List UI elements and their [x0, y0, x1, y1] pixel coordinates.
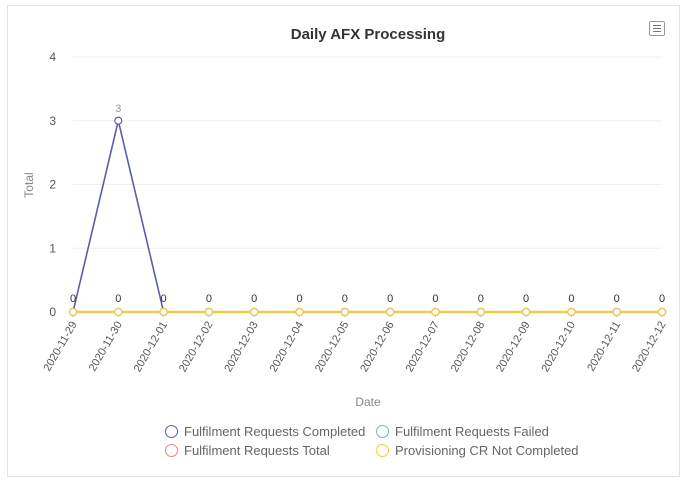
- legend-item[interactable]: Fulfilment Requests Total: [165, 443, 330, 458]
- data-label: 0: [251, 293, 257, 305]
- x-tick-label: 2020-12-04: [268, 320, 307, 375]
- series-lines: [68, 116, 667, 317]
- data-point: [386, 307, 395, 317]
- y-tick-label: 2: [49, 178, 56, 192]
- x-tick-label: 2020-12-12: [630, 320, 669, 375]
- legend-swatch-icon: [376, 425, 389, 438]
- data-label: 0: [115, 293, 121, 305]
- x-tick-label: 2020-12-02: [177, 320, 216, 375]
- chart-container: [7, 5, 680, 477]
- legend-swatch-icon: [165, 444, 178, 457]
- series-line: [72, 119, 662, 313]
- legend-label: Provisioning CR Not Completed: [395, 443, 579, 458]
- data-labels: 0 0 0 0 0 0 0 0 0 0 0 0 0 0 3: [70, 103, 665, 305]
- x-tick-label: 2020-11-29: [41, 320, 79, 374]
- x-tick-label: 2020-11-30: [87, 320, 125, 374]
- data-label: 0: [614, 293, 620, 305]
- y-tick-label: 0: [49, 305, 56, 319]
- data-point: [159, 307, 168, 317]
- data-point: [295, 307, 304, 317]
- x-tick-label: 2020-12-09: [494, 320, 533, 375]
- x-axis-label: Date: [355, 395, 381, 409]
- data-point: [68, 307, 78, 317]
- data-label: 0: [342, 293, 348, 305]
- y-tick-label: 4: [49, 50, 56, 64]
- data-label: 0: [161, 293, 167, 305]
- data-point: [521, 307, 531, 317]
- data-label: 0: [70, 293, 76, 305]
- data-point: [567, 307, 576, 317]
- legend-label: Fulfilment Requests Completed: [184, 424, 366, 439]
- grid-lines: [73, 56, 662, 313]
- legend-swatch-icon: [165, 425, 178, 438]
- data-label: 0: [568, 293, 574, 305]
- data-point: [114, 116, 123, 125]
- chart-menu-button[interactable]: [649, 21, 665, 36]
- y-axis-label: Total: [22, 172, 36, 197]
- data-point: [612, 307, 621, 317]
- chart-title: Daily AFX Processing: [291, 26, 446, 43]
- legend-item[interactable]: Fulfilment Requests Completed: [165, 424, 365, 439]
- y-axis-ticks: 0 1 2 3 4: [49, 50, 56, 319]
- legend-item[interactable]: Fulfilment Requests Failed: [376, 424, 549, 439]
- data-label: 0: [523, 293, 529, 305]
- y-tick-label: 3: [49, 114, 56, 128]
- data-label: 0: [206, 293, 212, 305]
- data-point: [250, 307, 259, 317]
- data-label: 0: [432, 293, 438, 305]
- data-label: 0: [659, 293, 665, 305]
- x-tick-label: 2020-12-08: [449, 320, 488, 375]
- x-tick-label: 2020-12-01: [132, 320, 171, 375]
- x-tick-label: 2020-12-07: [404, 320, 443, 375]
- data-point: [657, 307, 667, 317]
- data-label: 0: [478, 293, 484, 305]
- legend-label: Fulfilment Requests Failed: [395, 424, 549, 439]
- y-tick-label: 1: [49, 241, 56, 255]
- data-label: 0: [296, 293, 302, 305]
- x-tick-label: 2020-12-03: [222, 320, 261, 375]
- data-point: [476, 307, 485, 317]
- legend-label: Fulfilment Requests Total: [184, 443, 330, 458]
- legend-swatch-icon: [376, 444, 389, 457]
- x-tick-label: 2020-12-06: [358, 320, 397, 375]
- x-axis-ticks: 2020-11-29 2020-11-30 2020-12-01 2020-12-02…: [41, 312, 669, 375]
- data-point: [340, 307, 349, 317]
- data-point: [431, 307, 440, 317]
- data-point: [114, 307, 123, 317]
- data-label: 3: [115, 103, 121, 115]
- x-tick-label: 2020-12-05: [313, 320, 352, 375]
- data-label: 0: [387, 293, 393, 305]
- data-point: [204, 307, 214, 317]
- x-tick-label: 2020-12-11: [585, 320, 623, 374]
- x-tick-label: 2020-12-10: [539, 320, 578, 375]
- legend-item[interactable]: Provisioning CR Not Completed: [376, 443, 579, 458]
